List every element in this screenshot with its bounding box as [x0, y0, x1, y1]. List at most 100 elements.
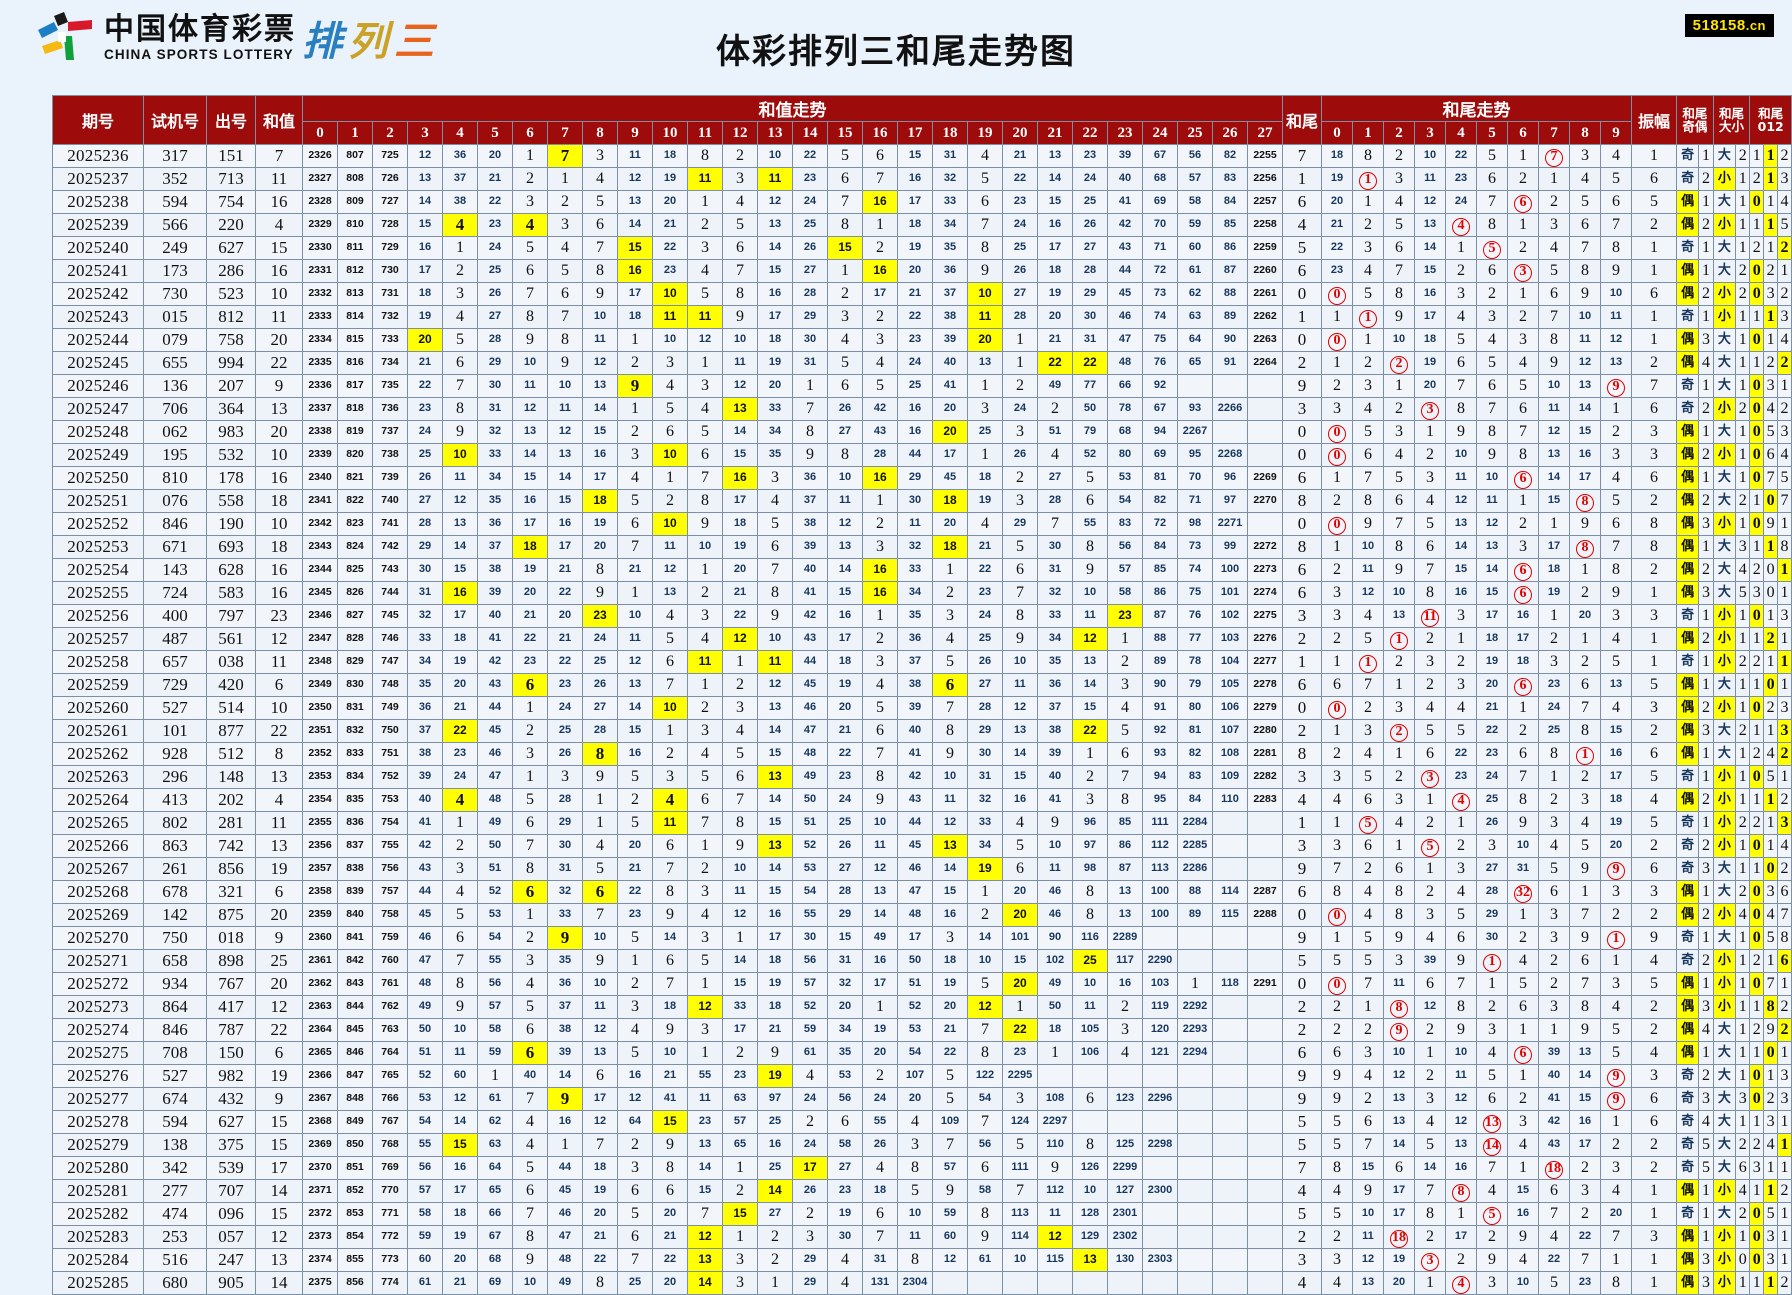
cell-hewei-daxiao-count: 1 — [1735, 236, 1751, 260]
table-row[interactable]: 2025266 863 742 13 2356 837 755 42 2 50 7 30 4 20 6 1 9 1… — [52, 834, 1792, 858]
table-row[interactable]: 2025265 802 281 11 2355 836 754 41 1 49 6 29 1 5 11 7 8 1… — [52, 811, 1792, 835]
cell-hewei-trend-0: 3 — [1321, 834, 1353, 858]
table-row[interactable]: 2025239 566 220 4 2329 810 728 15 4 23 4 3 6 14 21 2 5 13… — [52, 213, 1792, 237]
table-row[interactable]: 2025270 750 018 9 2360 841 759 46 6 54 2 9 10 5 14 3 1 17… — [52, 926, 1792, 950]
cell-hezhi-trend-23: 80 — [1107, 443, 1143, 467]
table-row[interactable]: 2025246 136 207 9 2336 817 735 22 7 30 11 10 13 9 4 3 12… — [52, 374, 1792, 398]
cell-chuhao: 038 — [206, 650, 256, 674]
cell-hezhi-trend-8: 5 — [582, 857, 618, 881]
table-row[interactable]: 2025272 934 767 20 2362 843 761 48 8 56 4 36 10 2 7 1 15… — [52, 972, 1792, 996]
table-row[interactable]: 2025254 143 628 16 2344 825 743 30 15 38 19 21 8 21 12… — [52, 558, 1792, 582]
table-row[interactable]: 2025260 527 514 10 2350 831 749 36 21 44 1 24 27 14 10… — [52, 696, 1792, 720]
cell-hewei-daxiao-count: 2 — [1735, 282, 1751, 306]
cell-hewei-012-0: 0 — [1749, 420, 1765, 444]
cell-hezhi-trend-22: 97 — [1072, 834, 1108, 858]
table-row[interactable]: 2025238 594 754 16 2328 809 727 14 38 22 3 2 5 13 20 1 4… — [52, 190, 1792, 214]
table-row[interactable]: 2025279 138 375 15 2369 850 768 55 15 63 4 1 7 2 9 13 65… — [52, 1133, 1792, 1157]
cell-hezhi-trend-20: 9 — [1002, 627, 1038, 651]
cell-hezhi-trend-26: 87 — [1212, 259, 1248, 283]
cell-hewei-012-0: 0 — [1749, 926, 1765, 950]
cell-hewei-trend-9: 8 — [1600, 558, 1632, 582]
table-row[interactable]: 2025280 342 539 17 2370 851 769 56 16 64 5 44 18 3 8 14… — [52, 1156, 1792, 1180]
table-row[interactable]: 2025261 101 877 22 2351 832 750 37 22 45 2 25 28 15 1 3… — [52, 719, 1792, 743]
cell-hezhi-trend-4: 9 — [442, 420, 478, 444]
cell-hezhi-trend-26: 114 — [1212, 880, 1248, 904]
cell-hewei-012-1: 0 — [1763, 489, 1779, 513]
table-row[interactable]: 2025256 400 797 23 2346 827 745 32 17 40 21 20 23 10 4… — [52, 604, 1792, 628]
cell-hezhi-trend-26: 107 — [1212, 719, 1248, 743]
cell-hezhi-trend-23 — [1107, 1110, 1143, 1134]
table-row[interactable]: 2025253 671 693 18 2343 824 742 29 14 37 18 17 20 7 11… — [52, 535, 1792, 559]
cell-hewei-trend-8: 13 — [1569, 1041, 1601, 1065]
cell-hezhi-trend-24: 2290 — [1142, 949, 1178, 973]
cell-hezhi-trend-13: 18 — [757, 949, 793, 973]
cell-hewei-daxiao-count: 2 — [1735, 397, 1751, 421]
cell-chuhao: 713 — [206, 167, 256, 191]
table-row[interactable]: 2025262 928 512 8 2352 833 751 38 23 46 3 26 8 16 2 4 5 1… — [52, 742, 1792, 766]
table-row[interactable]: 2025255 724 583 16 2345 826 744 31 16 39 20 22 9 1 13 2… — [52, 581, 1792, 605]
cell-hezhi-trend-16: 6 — [862, 719, 898, 743]
hewei-marker-ring: 18 — [1390, 1230, 1408, 1248]
cell-hezhi-trend-25: 78 — [1177, 650, 1213, 674]
cell-hezhi-trend-15: 4 — [827, 1248, 863, 1272]
table-row[interactable]: 2025259 729 420 6 2349 830 748 35 20 43 6 23 26 13 7 1 2… — [52, 673, 1792, 697]
cell-hezhi: 6 — [255, 673, 303, 697]
table-row[interactable]: 2025258 657 038 11 2348 829 747 34 19 42 23 22 25 12 6… — [52, 650, 1792, 674]
table-row[interactable]: 2025252 846 190 10 2342 823 741 28 13 36 17 16 19 6 10… — [52, 512, 1792, 536]
table-row[interactable]: 2025274 846 787 22 2364 845 763 50 10 58 6 38 12 4 9 3 1… — [52, 1018, 1792, 1042]
table-row[interactable]: 2025250 810 178 16 2340 821 739 26 11 34 15 14 17 4 1 7… — [52, 466, 1792, 490]
cell-hewei-trend-5: 11 — [1476, 489, 1508, 513]
table-row[interactable]: 2025241 173 286 16 2331 812 730 17 2 25 6 5 8 16 23 4 7 1… — [52, 259, 1792, 283]
cell-hezhi-trend-9: 17 — [617, 282, 653, 306]
table-row[interactable]: 2025249 195 532 10 2339 820 738 25 10 33 14 13 16 3 10… — [52, 443, 1792, 467]
table-row[interactable]: 2025257 487 561 12 2347 828 746 33 18 41 22 21 24 11 5… — [52, 627, 1792, 651]
cell-hewei-daxiao-count: 2 — [1735, 811, 1751, 835]
cell-hezhi-trend-27: 2280 — [1247, 719, 1283, 743]
table-row[interactable]: 2025236 317 151 7 2326 807 725 12 36 20 1 7 3 11 18 8 2 1… — [52, 144, 1792, 168]
cell-hezhi-trend-19: 19 — [967, 489, 1003, 513]
table-row[interactable]: 2025237 352 713 11 2327 808 726 13 37 21 2 1 4 12 19 11… — [52, 167, 1792, 191]
table-row[interactable]: 2025273 864 417 12 2363 844 762 49 9 57 5 37 11 3 18 12… — [52, 995, 1792, 1019]
table-row[interactable]: 2025263 296 148 13 2353 834 752 39 24 47 1 3 9 5 3 5 6 13… — [52, 765, 1792, 789]
table-row[interactable]: 2025245 655 994 22 2335 816 734 21 6 29 10 9 12 2 3 1 11… — [52, 351, 1792, 375]
table-row[interactable]: 2025268 678 321 6 2358 839 757 44 4 52 6 32 6 22 8 3 11 1… — [52, 880, 1792, 904]
cell-hezhi: 11 — [255, 811, 303, 835]
cell-hewei-012-2: 2 — [1777, 1271, 1792, 1295]
cell-hezhi-trend-27 — [1247, 1202, 1283, 1226]
table-row[interactable]: 2025278 594 627 15 2368 849 767 54 14 62 4 16 12 64 15… — [52, 1110, 1792, 1134]
cell-hezhi-trend-3: 28 — [407, 512, 443, 536]
table-row[interactable]: 2025276 527 982 19 2366 847 765 52 60 1 40 14 6 16 21 5… — [52, 1064, 1792, 1088]
table-row[interactable]: 2025267 261 856 19 2357 838 756 43 3 51 8 31 5 21 7 2 10… — [52, 857, 1792, 881]
cell-hewei-trend-6: 5 — [1507, 374, 1539, 398]
table-row[interactable]: 2025271 658 898 25 2361 842 760 47 7 55 3 35 9 1 6 5 14 1… — [52, 949, 1792, 973]
table-row[interactable]: 2025275 708 150 6 2365 846 764 51 11 59 6 39 13 5 10 1 2… — [52, 1041, 1792, 1065]
table-row[interactable]: 2025242 730 523 10 2332 813 731 18 3 26 7 6 9 17 10 5 8 1… — [52, 282, 1792, 306]
cell-hezhi-trend-4: 18 — [442, 627, 478, 651]
table-row[interactable]: 2025269 142 875 20 2359 840 758 45 5 53 1 33 7 23 9 4 12… — [52, 903, 1792, 927]
cell-hewei-trend-3: 3 — [1414, 397, 1446, 421]
table-row[interactable]: 2025282 474 096 15 2372 853 771 58 18 66 7 46 20 5 20 7… — [52, 1202, 1792, 1226]
table-row[interactable]: 2025281 277 707 14 2371 852 770 57 17 65 6 45 19 6 6 15… — [52, 1179, 1792, 1203]
table-row[interactable]: 2025283 253 057 12 2373 854 772 59 19 67 8 47 21 6 21 1… — [52, 1225, 1792, 1249]
cell-hewei-trend-1: 8 — [1352, 489, 1384, 513]
cell-shijihao: 658 — [143, 949, 207, 973]
cell-hewei-daxiao-count: 1 — [1735, 305, 1751, 329]
table-row[interactable]: 2025240 249 627 15 2330 811 729 16 1 24 5 4 7 15 22 3 6 1… — [52, 236, 1792, 260]
table-row[interactable]: 2025284 516 247 13 2374 855 773 60 20 68 9 48 22 7 22 1… — [52, 1248, 1792, 1272]
table-row[interactable]: 2025277 674 432 9 2367 848 766 53 12 61 7 9 17 12 41 11… — [52, 1087, 1792, 1111]
cell-hewei-trend-3: 1 — [1414, 788, 1446, 812]
table-row[interactable]: 2025244 079 758 20 2334 815 733 20 5 28 9 8 11 1 10 12 1… — [52, 328, 1792, 352]
table-row[interactable]: 2025243 015 812 11 2333 814 732 19 4 27 8 7 10 18 11 11… — [52, 305, 1792, 329]
table-row[interactable]: 2025251 076 558 18 2341 822 740 27 12 35 16 15 18 5 2 8… — [52, 489, 1792, 513]
table-row[interactable]: 2025248 062 983 20 2338 819 737 24 9 32 13 12 15 2 6 5 1… — [52, 420, 1792, 444]
th-hezhi-col-4: 4 — [442, 121, 478, 145]
cell-hezhi-trend-12: 57 — [722, 1110, 758, 1134]
cell-hewei-trend-8: 7 — [1569, 1248, 1601, 1272]
table-row[interactable]: 2025285 680 905 14 2375 856 774 61 21 69 10 49 8 25 20… — [52, 1271, 1792, 1295]
table-row[interactable]: 2025247 706 364 13 2337 818 736 23 8 31 12 11 14 1 5 4 1… — [52, 397, 1792, 421]
cell-hezhi-trend-3: 32 — [407, 604, 443, 628]
cell-hezhi-trend-23: 125 — [1107, 1133, 1143, 1157]
cell-hezhi-trend-26: 110 — [1212, 788, 1248, 812]
table-row[interactable]: 2025264 413 202 4 2354 835 753 40 4 48 5 28 1 2 4 6 7 14 5… — [52, 788, 1792, 812]
cell-hezhi-trend-27: 2270 — [1247, 489, 1283, 513]
